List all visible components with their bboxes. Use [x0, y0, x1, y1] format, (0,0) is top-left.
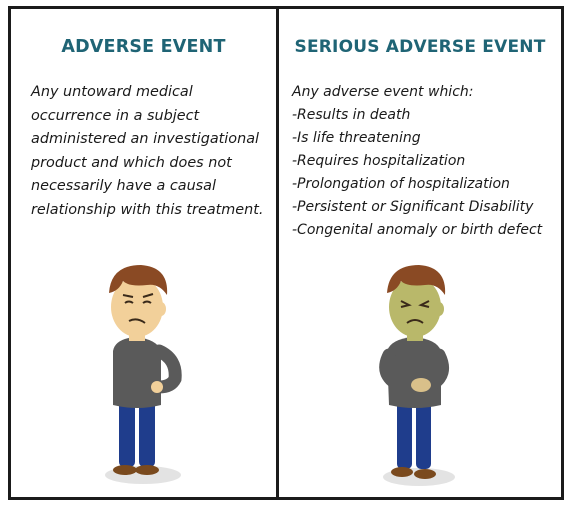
serious-adverse-event-panel: SERIOUS ADVERSE EVENT Any adverse event … [279, 9, 561, 497]
criteria-line: -Is life threatening [292, 130, 421, 146]
definition-line: product and which does not [31, 154, 232, 171]
adverse-event-definition: Any untoward medical occurrence in a sub… [31, 81, 279, 222]
criteria-line: -Results in death [292, 107, 411, 123]
criteria-line: -Prolongation of hospitalization [292, 176, 510, 192]
comparison-frame [8, 6, 564, 500]
definition-line: occurrence in a subject [31, 107, 200, 124]
uneasy-man-icon [85, 247, 205, 489]
serious-adverse-event-criteria: Any adverse event which: -Results in dea… [292, 81, 560, 242]
definition-line: administered an investigational [31, 131, 260, 147]
definition-line: necessarily have a causal [31, 178, 216, 194]
panel-divider [276, 6, 279, 500]
criteria-line: -Requires hospitalization [292, 153, 466, 169]
adverse-event-title: ADVERSE EVENT [61, 37, 226, 57]
criteria-line: Any adverse event which: [292, 84, 474, 100]
definition-line: relationship with this treatment. [31, 201, 264, 218]
adverse-event-panel: ADVERSE EVENT Any untoward medical occur… [11, 9, 276, 497]
criteria-line: -Congenital anomaly or birth defect [292, 222, 543, 238]
criteria-line: -Persistent or Significant Disability [292, 199, 534, 215]
definition-line: Any untoward medical [31, 84, 193, 100]
serious-adverse-event-title: SERIOUS ADVERSE EVENT [294, 37, 546, 57]
sick-man-icon [359, 247, 479, 489]
